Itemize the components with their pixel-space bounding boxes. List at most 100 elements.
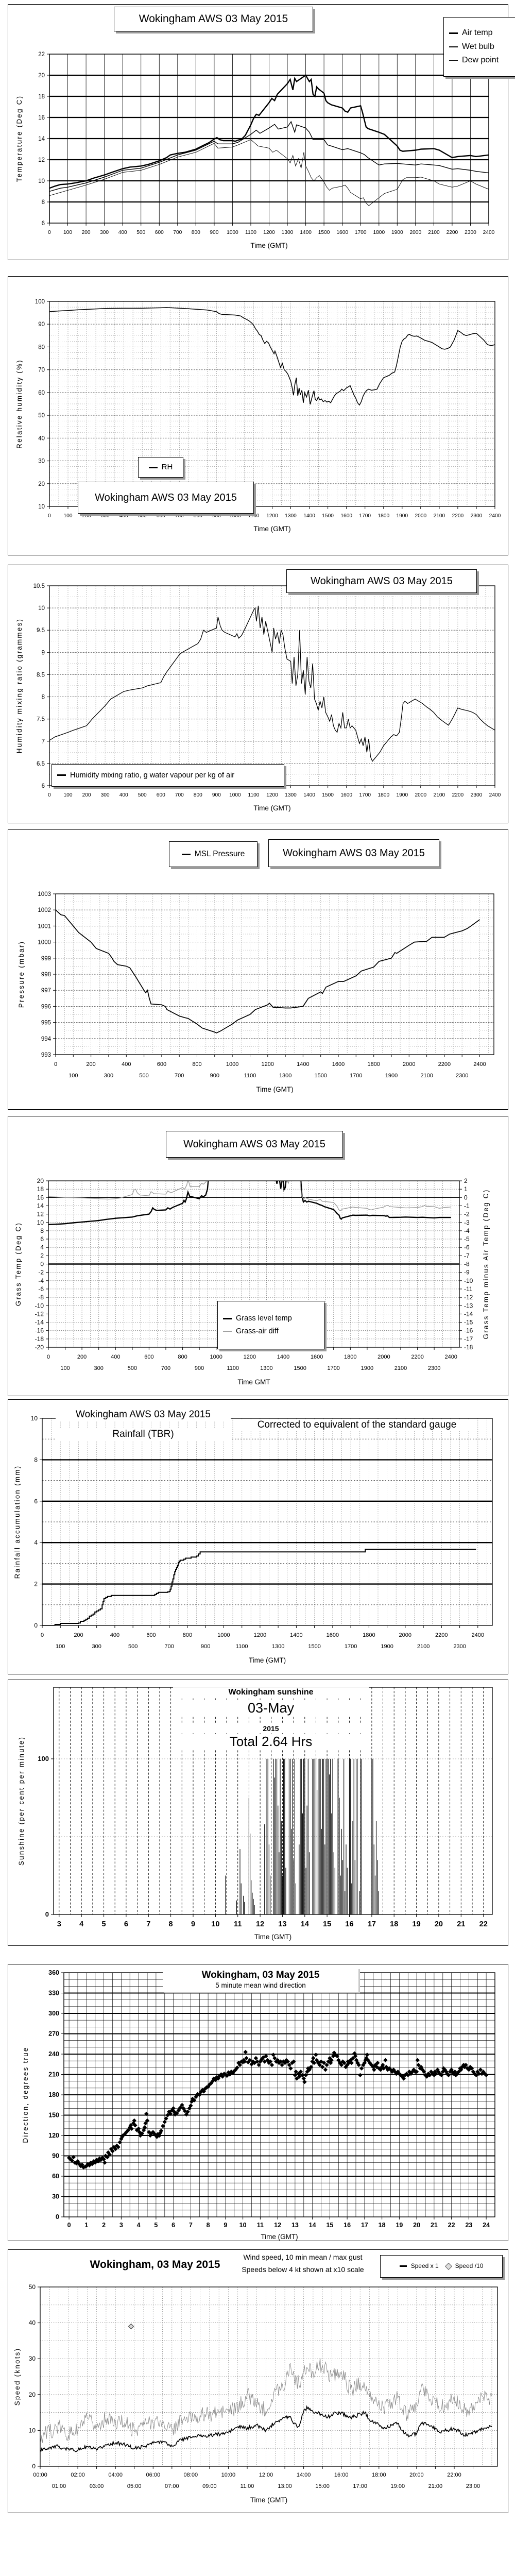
legend-item-rh: RH (148, 463, 173, 471)
svg-text:700: 700 (165, 1643, 174, 1650)
svg-text:998: 998 (41, 972, 51, 978)
svg-text:700: 700 (161, 1365, 170, 1371)
svg-text:5: 5 (154, 2222, 158, 2229)
svg-text:6: 6 (42, 221, 45, 227)
rainfall-note: Corrected to equivalent of the standard … (241, 1419, 473, 1431)
svg-text:1200: 1200 (266, 792, 278, 798)
legend-label: MSL Pressure (194, 850, 245, 859)
svg-text:Time (GMT): Time (GMT) (261, 2233, 298, 2241)
svg-text:0: 0 (48, 513, 51, 519)
svg-text:1300: 1300 (279, 1073, 291, 1079)
svg-text:1300: 1300 (282, 230, 294, 235)
svg-text:2300: 2300 (453, 1643, 466, 1650)
svg-text:21:00: 21:00 (428, 2483, 443, 2489)
svg-text:80: 80 (38, 344, 45, 350)
svg-text:90: 90 (38, 321, 45, 328)
svg-text:200: 200 (77, 1354, 87, 1360)
svg-text:600: 600 (155, 230, 164, 235)
svg-text:Grass Temp minus Air Temp (Deg: Grass Temp minus Air Temp (Deg C) (482, 1189, 490, 1340)
svg-text:1: 1 (464, 1185, 468, 1193)
svg-text:996: 996 (41, 1004, 51, 1010)
svg-text:14:00: 14:00 (297, 2472, 311, 2478)
svg-text:1000: 1000 (227, 230, 238, 235)
svg-text:-5: -5 (464, 1235, 470, 1243)
svg-text:2200: 2200 (452, 513, 464, 519)
svg-text:08:00: 08:00 (184, 2472, 198, 2478)
svg-text:300: 300 (104, 1073, 113, 1079)
svg-text:Time (GMT): Time (GMT) (254, 1933, 291, 1941)
svg-text:400: 400 (110, 1632, 119, 1638)
svg-text:400: 400 (119, 513, 128, 519)
svg-text:22: 22 (448, 2222, 455, 2229)
svg-text:800: 800 (194, 792, 202, 798)
legend-label: Speed /10 (455, 2262, 484, 2270)
svg-text:18:00: 18:00 (372, 2472, 386, 2478)
svg-text:200: 200 (86, 1061, 95, 1067)
grass-temp-chart-svg: -20-18-16-14-12-10-8-6-4-202468101214161… (14, 1177, 490, 1386)
svg-text:1500: 1500 (318, 230, 330, 235)
svg-text:400: 400 (119, 792, 128, 798)
svg-text:50: 50 (29, 2283, 36, 2291)
svg-text:Time (GMT): Time (GMT) (253, 804, 290, 812)
svg-text:1600: 1600 (332, 1061, 345, 1067)
svg-text:20: 20 (435, 1920, 443, 1928)
svg-text:800: 800 (178, 1354, 187, 1360)
svg-text:300: 300 (101, 792, 110, 798)
svg-text:18: 18 (38, 94, 45, 100)
svg-text:1000: 1000 (229, 513, 241, 519)
svg-text:800: 800 (192, 230, 200, 235)
svg-text:-2: -2 (38, 1269, 44, 1276)
svg-text:24: 24 (483, 2222, 490, 2229)
svg-text:Direction, degrees true: Direction, degrees true (22, 2046, 29, 2143)
svg-text:Humidity mixing ratio (grammes: Humidity mixing ratio (grammes) (15, 618, 23, 754)
svg-text:14: 14 (301, 1920, 309, 1928)
svg-text:2000: 2000 (409, 230, 421, 235)
svg-text:1800: 1800 (377, 792, 389, 798)
svg-text:0: 0 (41, 1632, 44, 1638)
svg-text:0: 0 (56, 2213, 59, 2221)
svg-text:04:00: 04:00 (108, 2472, 123, 2478)
svg-text:2100: 2100 (417, 1643, 430, 1650)
grass-temp-legend: Grass level temp Grass-air diff (217, 1301, 324, 1349)
svg-text:500: 500 (128, 1365, 137, 1371)
legend-label: Wet bulb (462, 42, 494, 51)
svg-text:300: 300 (92, 1643, 101, 1650)
svg-text:0: 0 (67, 2222, 71, 2229)
svg-text:999: 999 (41, 956, 51, 962)
svg-text:16: 16 (38, 115, 45, 121)
grass-temp-line-sample (223, 1318, 232, 1320)
svg-text:16: 16 (344, 2222, 351, 2229)
svg-text:0: 0 (47, 1354, 50, 1360)
svg-text:1600: 1600 (340, 513, 352, 519)
svg-text:19: 19 (396, 2222, 403, 2229)
svg-text:18: 18 (37, 1185, 44, 1193)
svg-text:600: 600 (144, 1354, 153, 1360)
svg-text:10: 10 (31, 1415, 38, 1422)
svg-text:2300: 2300 (456, 1073, 468, 1079)
svg-text:500: 500 (138, 792, 147, 798)
svg-text:1900: 1900 (391, 230, 403, 235)
sunshine-chart-svg: 0 100 3 4 5 6 7 8 9 10 11 12 13 14 15 16 17 18 19 20 21 22 Tim… (18, 1687, 493, 1941)
svg-text:-10: -10 (464, 1277, 473, 1284)
svg-text:400: 400 (118, 230, 127, 235)
svg-text:1: 1 (84, 2222, 88, 2229)
svg-text:700: 700 (173, 230, 182, 235)
svg-text:1100: 1100 (248, 513, 260, 519)
svg-text:1700: 1700 (345, 1643, 357, 1650)
svg-text:7: 7 (189, 2222, 193, 2229)
svg-text:7: 7 (42, 739, 45, 745)
svg-text:Relative humidity (%): Relative humidity (%) (15, 359, 23, 449)
svg-text:14: 14 (38, 136, 45, 142)
svg-text:1200: 1200 (254, 1632, 266, 1638)
mixing-ratio-line-sample (57, 774, 66, 776)
svg-text:22:00: 22:00 (447, 2472, 461, 2478)
svg-text:20: 20 (38, 73, 45, 79)
legend-item-air-temp: Air temp (449, 28, 493, 38)
svg-text:17: 17 (361, 2222, 368, 2229)
svg-text:Time (GMT): Time (GMT) (249, 1656, 286, 1664)
svg-text:12: 12 (38, 157, 45, 163)
svg-text:5: 5 (102, 1920, 106, 1928)
chart-title: Wokingham AWS 03 May 2015 (56, 1409, 231, 1421)
svg-text:06:00: 06:00 (146, 2472, 161, 2478)
svg-text:0: 0 (34, 1622, 38, 1629)
